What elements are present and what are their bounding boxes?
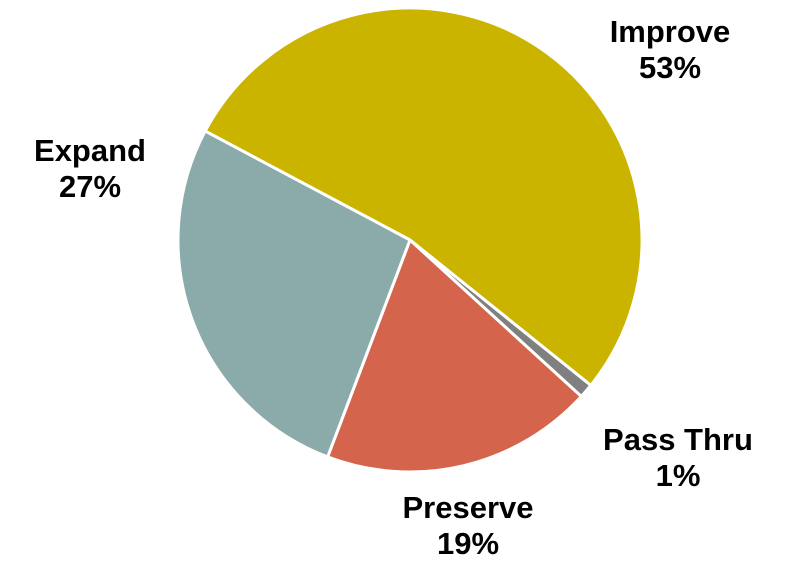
label-pass-thru: Pass Thru 1% [578,422,778,494]
label-preserve-value: 19% [436,526,500,561]
label-expand-value: 27% [58,169,122,204]
label-pass-thru-value: 1% [655,458,701,493]
label-preserve: Preserve 19% [383,490,553,562]
label-expand: Expand 27% [10,133,170,205]
label-improve-value: 53% [638,50,702,85]
label-expand-name: Expand [34,133,146,168]
label-pass-thru-name: Pass Thru [603,422,753,457]
label-improve: Improve 53% [590,14,750,86]
label-preserve-name: Preserve [402,490,534,525]
pie-slice-improve [203,6,644,387]
pie-slice-preserve [326,238,583,474]
pie-slice-expand [176,129,412,459]
label-improve-name: Improve [609,14,731,49]
